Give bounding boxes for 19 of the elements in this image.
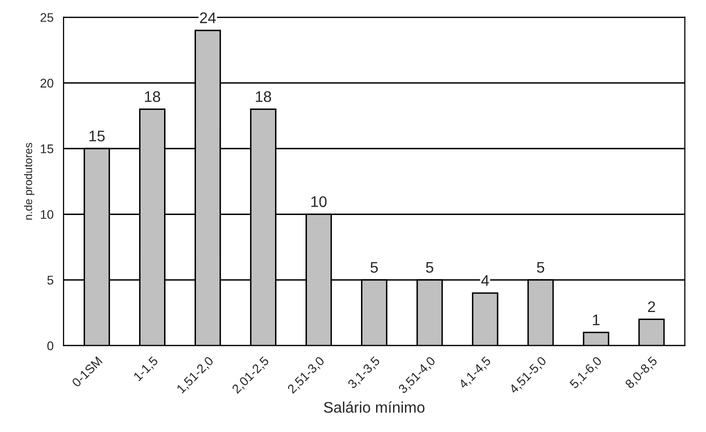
y-tick-label: 20 <box>40 78 54 88</box>
data-label: 18 <box>256 91 272 102</box>
data-label: 5 <box>370 262 378 273</box>
y-tick-label: 25 <box>40 13 54 22</box>
data-label: 5 <box>536 262 544 273</box>
data-label: 4 <box>481 275 489 286</box>
data-label: 24 <box>200 12 216 24</box>
data-label: 10 <box>311 196 327 208</box>
y-tick-label: 5 <box>47 276 54 285</box>
data-label: 2 <box>648 301 656 312</box>
y-tick-label: 0 <box>47 341 54 350</box>
y-tick-label: 10 <box>40 210 54 219</box>
data-label: 5 <box>426 262 434 273</box>
data-label: 18 <box>144 91 160 102</box>
y-axis-title: n.de produtores <box>24 142 34 220</box>
x-axis-title: Salário mínimo <box>324 401 424 413</box>
data-label: 15 <box>89 130 105 142</box>
data-label: 1 <box>592 314 600 326</box>
y-tick-label: 15 <box>40 144 54 154</box>
